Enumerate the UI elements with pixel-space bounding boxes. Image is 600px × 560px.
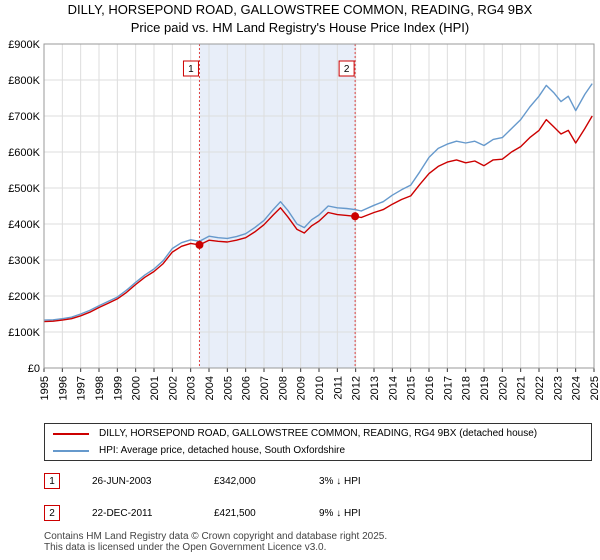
x-tick-label: 2007	[259, 376, 271, 400]
price-chart: £0 £100K £200K £300K £400K £500K £600K £700K £80…	[8, 39, 600, 400]
sale-hpi-diff: 9% ↓ HPI	[319, 508, 361, 519]
x-tick-label: 2023	[552, 376, 564, 400]
sale-marker-label: 2	[344, 64, 350, 75]
x-tick-label: 2000	[131, 376, 143, 400]
x-tick-label: 2002	[167, 376, 179, 400]
y-tick-label: £900K	[8, 39, 40, 51]
sale-hpi-diff: 3% ↓ HPI	[319, 476, 361, 487]
y-tick-label: £100K	[8, 327, 40, 339]
x-tick-label: 2010	[314, 376, 326, 400]
legend-label-property: DILLY, HORSEPOND ROAD, GALLOWSTREE COMMO…	[99, 428, 538, 439]
x-tick-label: 2011	[332, 376, 344, 400]
x-tick-label: 2024	[571, 376, 583, 400]
y-tick-label: £700K	[8, 111, 40, 123]
footer-copyright: Contains HM Land Registry data © Crown c…	[44, 531, 388, 542]
x-tick-label: 1997	[76, 376, 88, 400]
sale-price: £421,500	[214, 508, 256, 519]
plot-frame	[43, 43, 595, 369]
y-tick-label: £500K	[8, 183, 40, 195]
x-tick-label: 2022	[534, 376, 546, 400]
footer-licence: This data is licensed under the Open Gov…	[44, 542, 327, 553]
x-tick-label: 1995	[39, 376, 51, 400]
x-tick-label: 1999	[112, 376, 124, 400]
x-tick-label: 1998	[94, 376, 106, 400]
x-tick-label: 2016	[424, 376, 436, 400]
footer: Contains HM Land Registry data © Crown c…	[44, 531, 387, 553]
series-line-hpi	[43, 83, 593, 321]
x-tick-label: 2003	[186, 376, 198, 400]
x-tick-label: 2020	[497, 376, 509, 400]
y-tick-label: £400K	[8, 219, 40, 231]
sale-point	[195, 240, 204, 249]
x-tick-label: 2013	[369, 376, 381, 400]
sale-marker-label: 1	[188, 64, 194, 75]
x-tick-label: 2017	[442, 376, 454, 400]
sale-marker-box	[338, 60, 355, 77]
series-line-property	[43, 115, 593, 323]
x-tick-label: 2009	[296, 376, 308, 400]
sale-price: £342,000	[214, 476, 256, 487]
sale-point	[351, 212, 360, 221]
x-tick-label: 2014	[387, 376, 399, 400]
sale-marker-box	[182, 60, 199, 77]
x-tick-label: 2019	[479, 376, 491, 400]
sale-date: 26-JUN-2003	[92, 476, 152, 487]
chart-subtitle: Price paid vs. HM Land Registry's House …	[130, 20, 470, 35]
x-tick-label: 1996	[57, 376, 69, 400]
legend-label-hpi: HPI: Average price, detached house, Sout…	[99, 445, 346, 456]
y-tick-label: £600K	[8, 147, 40, 159]
y-tick-label: £200K	[8, 291, 40, 303]
sale-date: 22-DEC-2011	[92, 508, 153, 519]
x-tick-label: 2012	[351, 376, 363, 400]
x-tick-label: 2008	[277, 376, 289, 400]
x-tick-label: 2025	[589, 376, 600, 400]
sale-marker-badge: 2	[44, 505, 60, 521]
x-tick-label: 2001	[149, 376, 161, 400]
legend-swatch-hpi	[53, 450, 89, 452]
y-tick-label: £0	[28, 363, 40, 375]
chart-title: DILLY, HORSEPOND ROAD, GALLOWSTREE COMMO…	[67, 2, 533, 17]
legend-swatch-property	[53, 433, 89, 435]
x-tick-label: 2004	[204, 376, 216, 400]
sale-marker-badge: 1	[44, 473, 60, 489]
x-tick-label: 2021	[516, 376, 528, 400]
y-tick-label: £800K	[8, 75, 40, 87]
x-tick-label: 2005	[222, 376, 234, 400]
legend: DILLY, HORSEPOND ROAD, GALLOWSTREE COMMO…	[44, 423, 592, 461]
x-tick-label: 2006	[241, 376, 253, 400]
y-tick-label: £300K	[8, 255, 40, 267]
x-tick-label: 2018	[461, 376, 473, 400]
x-tick-label: 2015	[406, 376, 418, 400]
